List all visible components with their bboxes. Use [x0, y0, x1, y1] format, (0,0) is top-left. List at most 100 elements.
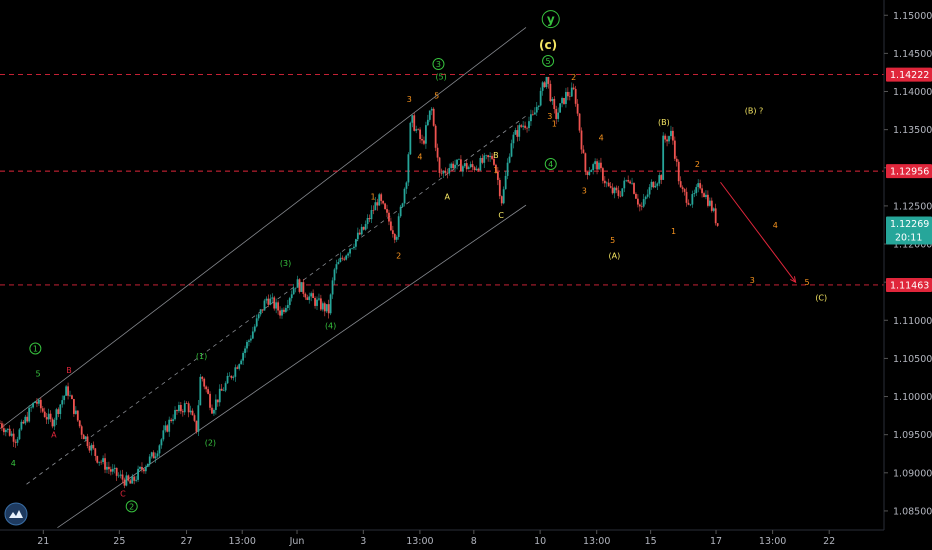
candle-body: [310, 293, 313, 297]
candle-body: [594, 161, 597, 165]
price-tick-label: 1.12000: [893, 240, 932, 251]
time-tick-label: 15: [645, 536, 657, 547]
candle-body: [636, 198, 639, 205]
candle-body: [716, 223, 719, 226]
candle-body: [590, 170, 593, 173]
candle-body: [596, 161, 598, 170]
candle-body: [364, 224, 367, 230]
candle-body: [314, 298, 316, 306]
candle-body: [656, 183, 659, 186]
candle-body: [623, 180, 626, 189]
candle-body: [598, 162, 600, 170]
candle-body: [232, 376, 235, 378]
price-axis[interactable]: 1.150001.145001.140001.135001.130001.125…: [883, 0, 932, 550]
level-price-tag: [886, 67, 932, 82]
candle-body: [71, 395, 73, 400]
candle-body: [236, 367, 239, 369]
candle-body: [444, 171, 447, 173]
price-tick-label: 1.09500: [893, 430, 932, 441]
candle-body: [409, 122, 412, 155]
candle-body: [666, 139, 668, 142]
wave-label: 1: [33, 345, 38, 354]
candle-body: [318, 298, 320, 300]
price-axis-background: [884, 0, 932, 550]
candle-body: [701, 188, 703, 194]
candle-body: [39, 399, 42, 409]
wave-label: 2: [695, 160, 700, 169]
candle-body: [4, 429, 7, 433]
candle-body: [139, 466, 141, 469]
candle-body: [59, 404, 62, 415]
candle-body: [296, 279, 299, 288]
candle-body: [302, 282, 305, 294]
candle-body: [533, 112, 536, 115]
candle-body: [708, 200, 711, 206]
candle-body: [55, 409, 58, 420]
candle-body: [345, 255, 348, 260]
candle-body: [356, 232, 359, 240]
candle-body: [80, 426, 83, 435]
wave-label-circle: [542, 55, 555, 68]
candle-body: [117, 475, 120, 477]
wave-label: (c): [539, 38, 557, 52]
candle-body: [553, 98, 556, 110]
price-tick-label: 1.13500: [893, 125, 932, 136]
candle-body: [199, 376, 202, 406]
candle-body: [234, 367, 237, 377]
candle-body: [609, 186, 612, 188]
candle-body: [104, 458, 106, 470]
candle-body: [224, 383, 227, 391]
price-tick-label: 1.12500: [893, 201, 932, 212]
candle-body: [685, 191, 688, 203]
candle-body: [496, 171, 499, 180]
wave-label: 2: [571, 73, 576, 82]
candle-body: [214, 399, 217, 410]
candle-body: [586, 171, 589, 175]
candle-body: [67, 386, 69, 396]
candle-body: [298, 279, 301, 292]
candle-body: [446, 172, 449, 174]
candle-body: [374, 202, 377, 211]
wave-label: 5: [35, 370, 40, 379]
candle-body: [668, 136, 670, 142]
candle-body: [376, 202, 379, 206]
wave-label: 5: [610, 236, 615, 245]
price-tick-label: 1.09000: [893, 468, 932, 479]
candle-body: [306, 297, 309, 300]
candle-body: [238, 364, 241, 369]
candle-body: [308, 296, 311, 300]
candle-body: [712, 208, 715, 211]
candle-body: [36, 401, 38, 404]
candle-body: [568, 96, 571, 97]
candle-body: [516, 130, 519, 137]
candle-body: [205, 386, 208, 390]
tradingview-logo-icon[interactable]: [4, 502, 28, 526]
candle-body: [580, 130, 583, 150]
candle-body: [45, 417, 48, 420]
candle-body: [510, 143, 513, 157]
candle-body: [411, 115, 414, 123]
candle-body: [619, 195, 622, 197]
candle-body: [617, 190, 620, 196]
candle-body: [284, 307, 287, 312]
candle-body: [325, 304, 328, 312]
candle-body: [498, 179, 501, 197]
level-price-tag: [886, 277, 932, 292]
time-tick-label: 13:00: [759, 536, 786, 547]
candle-body: [164, 425, 167, 431]
candle-body: [565, 91, 567, 104]
wave-label: 3: [407, 95, 412, 104]
candle-body: [275, 302, 278, 309]
candle-body: [183, 403, 186, 413]
time-tick-label: 13:00: [406, 536, 433, 547]
elliott-channel: [0, 27, 527, 529]
time-axis[interactable]: 21 25 27 13:00 Jun 3 13:00 8 10 13:00 15 17 13:00 22: [0, 529, 932, 550]
candle-body: [463, 163, 466, 167]
candle-body: [294, 287, 297, 289]
wave-labels: 15 BA4C2(1)(2)(3)(4)12345(5)3ABC15(c)y213…: [11, 10, 827, 513]
time-tick-label: 17: [710, 536, 722, 547]
candle-body: [123, 479, 126, 486]
candle-body: [524, 125, 526, 128]
time-tick-label: 8: [471, 536, 477, 547]
